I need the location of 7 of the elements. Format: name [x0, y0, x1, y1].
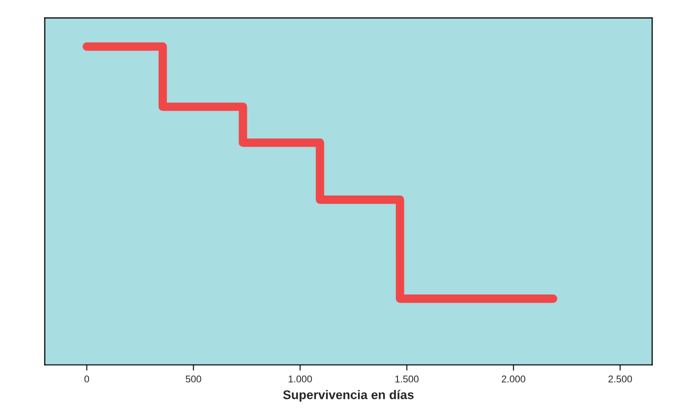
x-axis-title: Supervivencia en días	[283, 390, 414, 402]
x-tick-label: 2.500	[608, 376, 632, 382]
x-tick-label: 0	[84, 376, 90, 382]
x-tick-label: 500	[186, 376, 202, 382]
x-tick-label: 2.000	[502, 376, 526, 382]
x-tick-label: 1.000	[288, 376, 312, 382]
x-tick-label: 1.500	[395, 376, 419, 382]
